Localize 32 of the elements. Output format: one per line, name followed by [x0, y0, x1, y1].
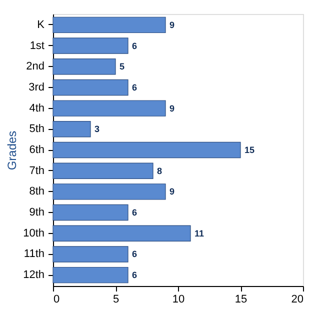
x-tick-label: 10: [172, 294, 185, 306]
data-label: 5: [120, 62, 125, 72]
data-label: 11: [194, 228, 204, 238]
data-label: 15: [244, 145, 255, 155]
y-axis-title: Grades: [5, 130, 20, 170]
data-label: 9: [170, 186, 175, 197]
data-label: 9: [170, 103, 175, 114]
y-tick-label: 10th: [23, 227, 44, 240]
y-tick-label: 7th: [29, 164, 44, 177]
y-tick-label: 2nd: [26, 60, 44, 73]
y-tick-label: 9th: [29, 206, 44, 219]
x-tick-label: 0: [54, 294, 60, 306]
y-tick-label: 3rd: [28, 81, 44, 94]
data-label: 6: [132, 40, 138, 51]
data-label: 6: [132, 270, 138, 280]
y-tick-label: 4th: [29, 102, 44, 114]
y-tick-label: 5th: [29, 123, 44, 136]
y-tick-label: 12th: [23, 269, 44, 282]
y-tick-label: 8th: [29, 186, 44, 198]
data-label: 6: [132, 249, 138, 260]
data-label: 8: [157, 166, 162, 176]
data-label: 6: [132, 208, 138, 218]
y-tick-label: 6th: [29, 144, 44, 156]
data-label: 9: [170, 20, 175, 30]
y-tick-label: K: [37, 18, 46, 31]
y-tick-label: 1st: [30, 40, 44, 52]
x-tick-label: 20: [291, 294, 304, 306]
data-label: 6: [132, 82, 138, 92]
y-tick-label: 11th: [24, 248, 44, 260]
x-tick-label: 15: [234, 294, 248, 306]
data-label: 3: [94, 124, 100, 134]
x-tick-label: 5: [112, 294, 120, 306]
